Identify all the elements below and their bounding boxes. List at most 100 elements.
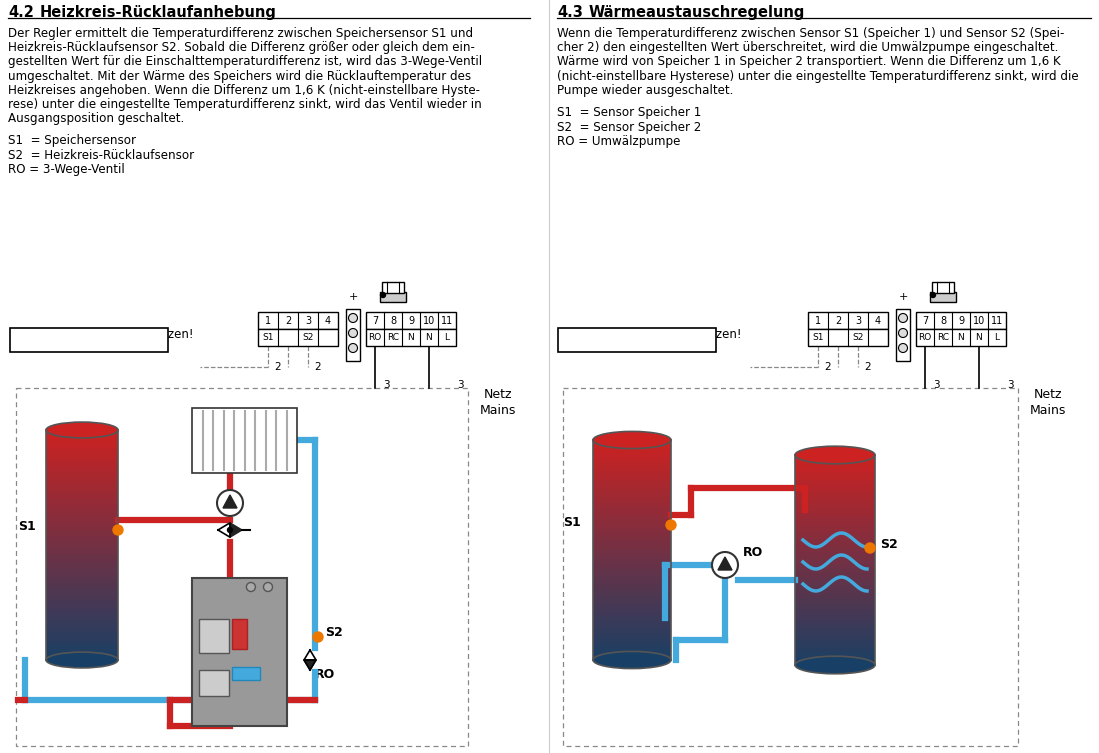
Ellipse shape xyxy=(593,431,671,449)
Bar xyxy=(795,552,875,556)
Text: RO = 3-Wege-Ventil: RO = 3-Wege-Ventil xyxy=(8,163,125,176)
Text: Ausgangsposition geschaltet.: Ausgangsposition geschaltet. xyxy=(8,112,185,125)
Text: S1  = Sensor Speicher 1: S1 = Sensor Speicher 1 xyxy=(557,106,701,119)
Bar xyxy=(593,511,671,515)
Bar xyxy=(593,625,671,630)
Bar xyxy=(46,600,118,605)
Text: Heizkreis-Rücklaufsensor S2. Sobald die Differenz größer oder gleich dem ein-: Heizkreis-Rücklaufsensor S2. Sobald die … xyxy=(8,41,475,54)
Circle shape xyxy=(348,313,357,322)
Bar xyxy=(46,554,118,559)
Bar xyxy=(593,642,671,648)
Bar xyxy=(795,459,875,464)
Text: Wärmeaustauschregelung: Wärmeaustauschregelung xyxy=(589,5,806,20)
Bar xyxy=(795,484,875,489)
Text: 4: 4 xyxy=(875,316,881,325)
Bar xyxy=(795,623,875,628)
Text: N: N xyxy=(408,333,414,342)
Circle shape xyxy=(227,528,233,532)
Text: 7: 7 xyxy=(371,316,378,325)
Bar xyxy=(795,581,875,586)
Bar xyxy=(232,620,247,649)
Bar xyxy=(593,590,671,595)
Text: 4.2: 4.2 xyxy=(8,5,34,20)
Circle shape xyxy=(348,328,357,337)
Text: 11: 11 xyxy=(991,316,1003,325)
Text: S2: S2 xyxy=(325,626,343,639)
Bar xyxy=(795,526,875,531)
Bar xyxy=(795,577,875,581)
Bar xyxy=(46,614,118,619)
Bar xyxy=(808,329,888,346)
Text: RC: RC xyxy=(387,333,399,342)
Bar xyxy=(593,541,671,546)
Bar xyxy=(593,630,671,634)
Bar xyxy=(199,620,230,654)
Bar xyxy=(16,388,468,746)
Bar xyxy=(795,572,875,578)
Bar xyxy=(795,606,875,611)
Bar xyxy=(593,480,671,484)
Bar xyxy=(46,646,118,651)
Text: S1: S1 xyxy=(563,516,580,529)
Bar xyxy=(795,556,875,560)
Bar xyxy=(593,576,671,581)
Bar xyxy=(46,531,118,536)
Bar xyxy=(795,652,875,657)
Text: RO: RO xyxy=(919,333,932,342)
Bar xyxy=(46,485,118,490)
Bar xyxy=(915,329,1006,346)
Polygon shape xyxy=(304,650,317,660)
Text: 7: 7 xyxy=(922,316,929,325)
Text: S1: S1 xyxy=(18,520,36,533)
Polygon shape xyxy=(230,523,242,537)
Bar xyxy=(593,449,671,454)
Text: 4.3: 4.3 xyxy=(557,5,582,20)
Circle shape xyxy=(899,328,908,337)
Circle shape xyxy=(113,525,123,535)
Bar xyxy=(593,506,671,511)
Bar xyxy=(930,292,956,302)
Bar xyxy=(558,328,717,352)
Bar xyxy=(199,669,230,697)
Bar xyxy=(593,620,671,625)
Bar xyxy=(593,607,671,612)
Bar xyxy=(593,520,671,524)
Bar xyxy=(593,647,671,651)
Circle shape xyxy=(865,543,875,553)
Bar xyxy=(795,543,875,548)
Bar xyxy=(795,476,875,480)
Bar xyxy=(593,492,671,498)
Bar xyxy=(593,444,671,450)
Bar xyxy=(593,568,671,572)
Polygon shape xyxy=(304,660,317,670)
Text: 3: 3 xyxy=(382,380,389,390)
Bar xyxy=(795,505,875,510)
Text: gestellten Wert für die Einschalttemperaturdifferenz ist, wird das 3-Wege-Ventil: gestellten Wert für die Einschalttempera… xyxy=(8,56,482,69)
Bar xyxy=(795,602,875,607)
Text: 2: 2 xyxy=(314,362,321,372)
Bar xyxy=(366,329,456,346)
Bar xyxy=(346,309,360,361)
Circle shape xyxy=(246,583,255,592)
Bar xyxy=(795,539,875,544)
Circle shape xyxy=(217,490,243,516)
Bar xyxy=(192,578,287,726)
Bar xyxy=(258,312,338,329)
Circle shape xyxy=(348,343,357,352)
Text: umgeschaltet. Mit der Wärme des Speichers wird die Rücklauftemperatur des: umgeschaltet. Mit der Wärme des Speicher… xyxy=(8,69,471,83)
Bar xyxy=(593,550,671,555)
Text: Wärme wird von Speicher 1 in Speicher 2 transportiert. Wenn die Differenz um 1,6: Wärme wird von Speicher 1 in Speicher 2 … xyxy=(557,56,1061,69)
Bar xyxy=(795,472,875,477)
Bar xyxy=(46,572,118,578)
Text: Pumpe wieder ausgeschaltet.: Pumpe wieder ausgeschaltet. xyxy=(557,84,733,97)
Bar xyxy=(46,499,118,504)
Text: 3: 3 xyxy=(933,380,940,390)
Bar xyxy=(10,328,168,352)
Bar xyxy=(593,546,671,550)
Text: S2: S2 xyxy=(302,333,313,342)
Bar xyxy=(593,585,671,590)
Bar xyxy=(795,510,875,514)
Text: Netz
Mains: Netz Mains xyxy=(1030,388,1066,417)
Text: 8: 8 xyxy=(940,316,946,325)
Text: RO: RO xyxy=(743,545,763,559)
